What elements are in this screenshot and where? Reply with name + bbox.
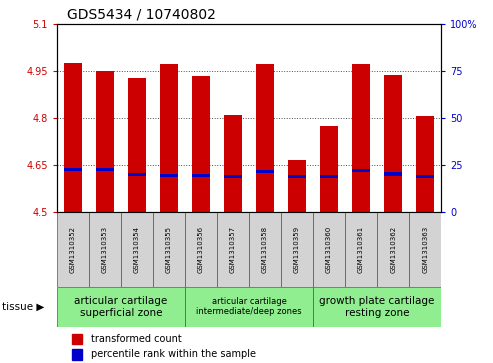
Bar bbox=[57, 212, 89, 287]
Text: GSM1310358: GSM1310358 bbox=[262, 226, 268, 273]
Bar bbox=[385, 172, 402, 176]
Bar bbox=[185, 212, 217, 287]
Bar bbox=[153, 212, 185, 287]
Bar bbox=[256, 64, 274, 212]
Text: articular cartilage
superficial zone: articular cartilage superficial zone bbox=[74, 296, 168, 318]
Bar bbox=[417, 117, 434, 212]
Bar bbox=[352, 64, 370, 212]
Bar bbox=[192, 174, 210, 177]
Bar bbox=[121, 212, 153, 287]
Bar bbox=[64, 168, 81, 171]
Bar bbox=[320, 175, 338, 178]
Text: GSM1310360: GSM1310360 bbox=[326, 226, 332, 273]
Bar bbox=[192, 77, 210, 212]
Bar bbox=[224, 175, 242, 178]
Bar bbox=[313, 212, 345, 287]
Bar bbox=[96, 168, 113, 171]
Text: GSM1310359: GSM1310359 bbox=[294, 226, 300, 273]
Bar bbox=[160, 64, 177, 212]
Bar bbox=[64, 63, 81, 212]
Text: GSM1310354: GSM1310354 bbox=[134, 226, 140, 273]
Bar bbox=[288, 160, 306, 212]
Text: GSM1310355: GSM1310355 bbox=[166, 226, 172, 273]
Text: tissue ▶: tissue ▶ bbox=[2, 302, 45, 312]
Text: GSM1310362: GSM1310362 bbox=[390, 226, 396, 273]
Text: GSM1310363: GSM1310363 bbox=[422, 226, 428, 273]
Text: articular cartilage
intermediate/deep zones: articular cartilage intermediate/deep zo… bbox=[196, 297, 302, 317]
Text: GSM1310357: GSM1310357 bbox=[230, 226, 236, 273]
Bar bbox=[57, 287, 185, 327]
Text: growth plate cartilage
resting zone: growth plate cartilage resting zone bbox=[319, 296, 435, 318]
Text: GSM1310352: GSM1310352 bbox=[70, 226, 76, 273]
Bar bbox=[313, 287, 441, 327]
Bar bbox=[89, 212, 121, 287]
Bar bbox=[288, 175, 306, 178]
Bar bbox=[377, 212, 409, 287]
Bar bbox=[417, 175, 434, 178]
Bar bbox=[185, 287, 313, 327]
Bar bbox=[128, 173, 145, 176]
Bar bbox=[345, 212, 377, 287]
Bar bbox=[217, 212, 249, 287]
Bar bbox=[224, 115, 242, 212]
Bar bbox=[249, 212, 281, 287]
Bar bbox=[160, 174, 177, 177]
Text: GSM1310361: GSM1310361 bbox=[358, 226, 364, 273]
Text: GSM1310353: GSM1310353 bbox=[102, 226, 108, 273]
Bar bbox=[320, 126, 338, 212]
Text: GSM1310356: GSM1310356 bbox=[198, 226, 204, 273]
Bar bbox=[352, 169, 370, 172]
Bar bbox=[256, 170, 274, 173]
Text: percentile rank within the sample: percentile rank within the sample bbox=[91, 349, 256, 359]
Bar bbox=[96, 72, 113, 212]
Bar bbox=[72, 349, 82, 360]
Bar bbox=[128, 78, 145, 212]
Bar bbox=[281, 212, 313, 287]
Bar bbox=[409, 212, 441, 287]
Text: GDS5434 / 10740802: GDS5434 / 10740802 bbox=[67, 8, 215, 22]
Bar bbox=[72, 334, 82, 344]
Bar bbox=[385, 74, 402, 212]
Text: transformed count: transformed count bbox=[91, 334, 182, 344]
